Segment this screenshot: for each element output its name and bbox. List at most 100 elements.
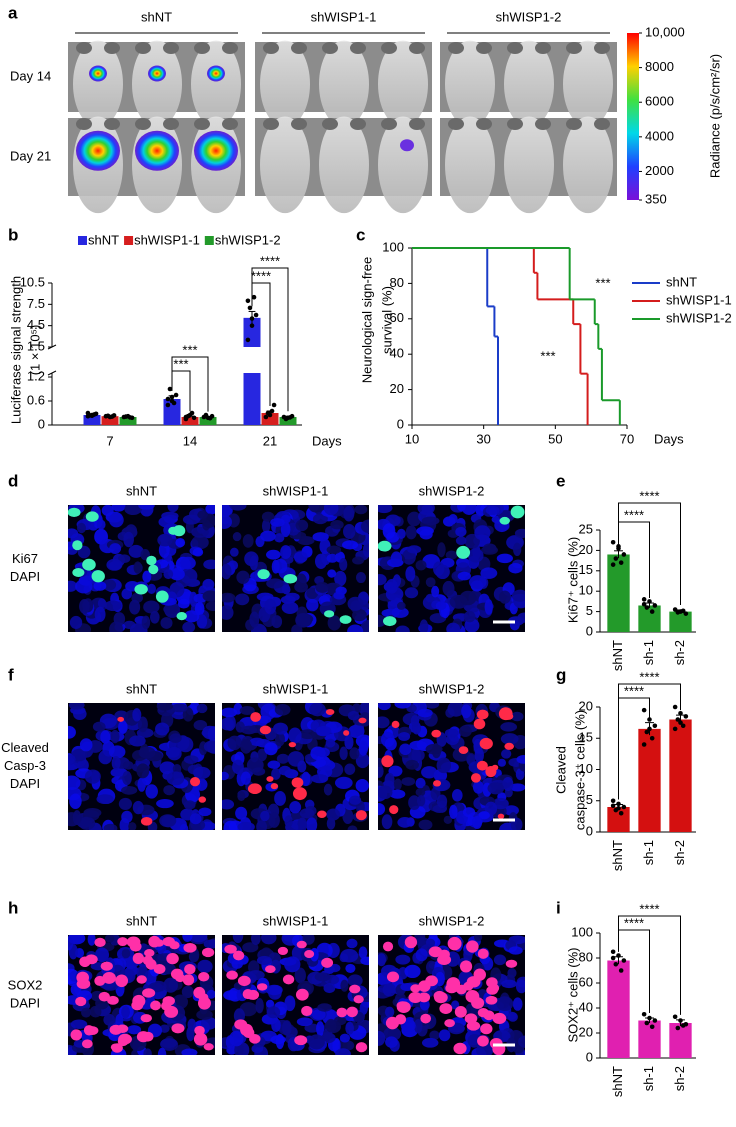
bar (638, 728, 661, 832)
dapi-nucleus (181, 1048, 198, 1055)
data-point (647, 726, 652, 732)
dapi-nucleus (467, 1034, 482, 1048)
stained-nucleus (295, 988, 309, 1001)
stained-nucleus (355, 1042, 368, 1053)
stained-nucleus (148, 564, 159, 575)
stain-label: Cleaved (1, 740, 49, 755)
x-tick-label: shNT (610, 640, 625, 671)
dapi-nucleus (384, 772, 395, 788)
dapi-nucleus (308, 505, 324, 513)
data-point (127, 415, 133, 420)
dapi-nucleus (192, 547, 204, 557)
dapi-nucleus (101, 505, 114, 517)
dapi-nucleus (419, 529, 433, 540)
stained-nucleus (291, 777, 304, 788)
dapi-nucleus (487, 782, 505, 795)
dapi-nucleus (472, 815, 483, 829)
dapi-nucleus (507, 968, 517, 978)
dapi-nucleus (108, 745, 126, 759)
y-axis-label: survival (%) (379, 286, 394, 354)
colorbar (627, 33, 639, 200)
dapi-nucleus (334, 776, 353, 789)
stained-nucleus (395, 1014, 407, 1025)
dapi-nucleus (499, 590, 511, 604)
dapi-nucleus (142, 570, 152, 583)
data-point (203, 412, 209, 418)
dapi-nucleus (100, 730, 111, 744)
dapi-nucleus (68, 703, 85, 710)
dapi-nucleus (68, 528, 79, 539)
dapi-nucleus (205, 601, 215, 612)
mouse-ear (222, 42, 238, 54)
stained-nucleus (383, 616, 397, 627)
mouse-ear (381, 42, 397, 54)
dapi-nucleus (104, 935, 115, 943)
column-header: shWISP1-1 (263, 483, 329, 498)
dapi-nucleus (415, 560, 427, 571)
data-point (109, 414, 115, 419)
dapi-nucleus (508, 563, 523, 574)
stained-nucleus (477, 948, 489, 959)
dapi-nucleus (315, 582, 330, 593)
x-tick-label: 70 (620, 431, 634, 446)
stained-nucleus (198, 972, 210, 982)
stained-nucleus (485, 766, 497, 778)
data-point (610, 949, 616, 955)
dapi-nucleus (163, 569, 174, 580)
mouse-head (260, 40, 310, 128)
dapi-nucleus (378, 505, 393, 514)
dapi-nucleus (295, 612, 311, 628)
stained-nucleus (336, 1007, 348, 1018)
dapi-nucleus (352, 556, 365, 565)
y-tick-label: 0 (586, 623, 593, 638)
dapi-nucleus (467, 548, 484, 563)
row-label: Day 21 (10, 148, 51, 163)
dapi-nucleus (497, 758, 507, 767)
mouse-head (563, 40, 613, 128)
stained-nucleus (479, 737, 493, 750)
significance-bracket (618, 697, 650, 800)
dapi-nucleus (378, 716, 390, 729)
legend-label: shNT (666, 274, 697, 289)
mouse-ear (76, 42, 92, 54)
stained-nucleus (294, 1035, 308, 1046)
data-point (249, 316, 255, 321)
stained-nucleus (150, 1000, 161, 1011)
dapi-nucleus (68, 936, 74, 951)
dapi-nucleus (270, 517, 285, 527)
dapi-nucleus (203, 740, 215, 753)
dapi-nucleus (261, 511, 275, 522)
signal-spot (400, 139, 414, 152)
y-tick-label: 10.5 (20, 274, 45, 289)
stained-nucleus (107, 995, 119, 1005)
dapi-nucleus (501, 749, 512, 759)
dapi-nucleus (391, 607, 409, 618)
dapi-nucleus (222, 707, 238, 718)
colorbar-tick-label: 4000 (645, 128, 674, 143)
data-point (618, 810, 624, 816)
dapi-nucleus (94, 947, 110, 963)
dapi-nucleus (70, 1019, 88, 1030)
dapi-nucleus (172, 763, 182, 774)
signal-spot (207, 65, 225, 82)
dapi-nucleus (421, 505, 434, 514)
dapi-nucleus (339, 558, 348, 571)
stained-nucleus (132, 994, 146, 1008)
dapi-nucleus (233, 1008, 245, 1024)
y-tick-label: 0.6 (27, 392, 45, 407)
stained-nucleus (404, 936, 418, 949)
dapi-nucleus (274, 533, 285, 543)
stained-nucleus (126, 936, 141, 948)
y-tick-label: 80 (579, 949, 593, 964)
dapi-nucleus (240, 771, 252, 785)
stained-nucleus (85, 511, 99, 522)
stained-nucleus (193, 1032, 208, 1046)
dapi-nucleus (510, 711, 524, 722)
dapi-nucleus (169, 568, 185, 581)
dapi-nucleus (274, 732, 285, 747)
dapi-nucleus (293, 551, 308, 563)
stained-nucleus (136, 1031, 150, 1043)
data-point (189, 410, 195, 416)
stained-nucleus (464, 1013, 478, 1024)
stained-nucleus (325, 708, 335, 716)
